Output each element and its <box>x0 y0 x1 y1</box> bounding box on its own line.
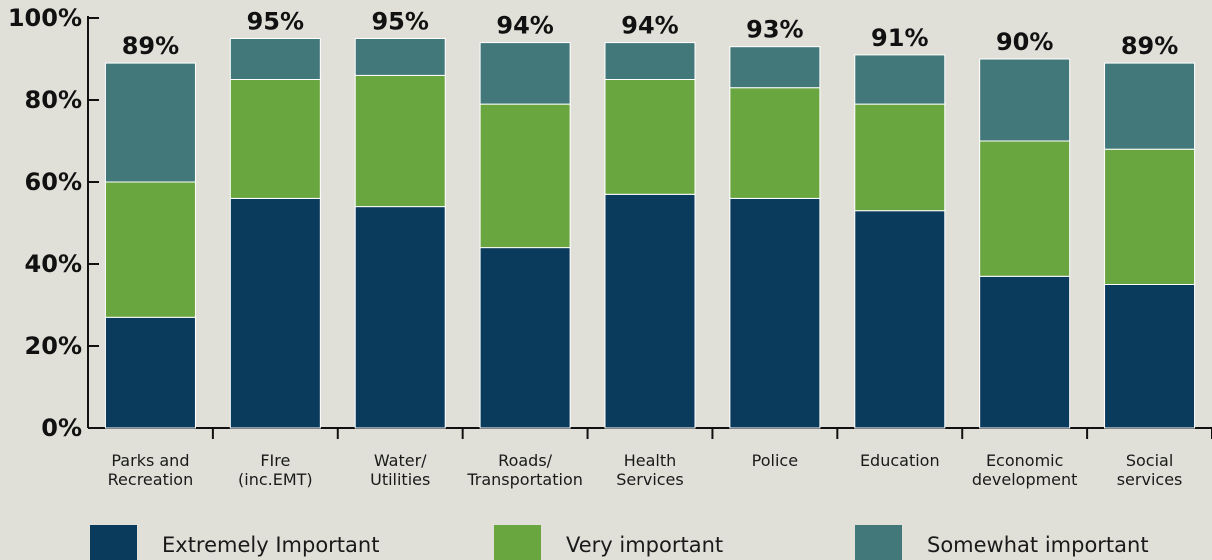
bar-segment-somewhat <box>354 38 446 76</box>
bar-segment-somewhat <box>854 54 946 105</box>
category-label: Transportation <box>466 470 583 489</box>
legend-swatch <box>90 525 137 560</box>
y-tick-label: 80% <box>25 86 82 114</box>
category-label: Education <box>860 451 940 470</box>
category-label: Services <box>616 470 683 489</box>
y-tick-label: 100% <box>8 4 82 32</box>
category-label: Health <box>624 451 677 470</box>
y-axis: 0% 20% 40% 60% 80% 100% <box>8 4 99 442</box>
total-label: 95% <box>247 8 304 36</box>
category-label: Recreation <box>108 470 194 489</box>
total-label: 94% <box>496 12 553 40</box>
bar-segment-extremely <box>229 197 321 429</box>
bar-segment-somewhat <box>1104 62 1196 150</box>
y-tick-label: 20% <box>25 332 82 360</box>
bar-segment-extremely <box>354 206 446 429</box>
bar-segment-somewhat <box>479 42 571 105</box>
category-label: (inc.EMT) <box>238 470 313 489</box>
category-label: Social <box>1126 451 1173 470</box>
total-label: 89% <box>1121 32 1178 60</box>
category-label: Roads/ <box>498 451 552 470</box>
category-label: Water/ <box>374 451 427 470</box>
bar-segment-very <box>729 87 821 199</box>
category-label: Police <box>752 451 798 470</box>
category-label: Utilities <box>370 470 430 489</box>
bar-segment-extremely <box>854 210 946 429</box>
category-label: development <box>972 470 1078 489</box>
legend: Extremely Important Very important Somewha… <box>90 525 1149 560</box>
total-label: 91% <box>871 24 928 52</box>
total-label: 93% <box>746 16 803 44</box>
legend-swatch <box>494 525 541 560</box>
bar-segment-somewhat <box>604 42 696 80</box>
bar-segment-extremely <box>104 316 196 429</box>
y-tick-label: 60% <box>25 168 82 196</box>
bar-segment-very <box>104 181 196 318</box>
total-label: 89% <box>122 32 179 60</box>
total-label: 95% <box>371 8 428 36</box>
bar-segment-somewhat <box>104 62 196 183</box>
bar-segment-extremely <box>1104 284 1196 429</box>
total-label: 90% <box>996 28 1053 56</box>
bar-segment-very <box>354 74 446 208</box>
bar-segment-very <box>979 140 1071 277</box>
category-label: FIre <box>260 451 290 470</box>
legend-label: Extremely Important <box>162 533 379 557</box>
bars <box>104 38 1196 429</box>
category-label: Economic <box>986 451 1063 470</box>
bar-segment-very <box>229 79 321 199</box>
bar-segment-very <box>854 103 946 212</box>
bar-segment-extremely <box>604 193 696 429</box>
bar-segment-somewhat <box>229 38 321 80</box>
bar-segment-very <box>479 103 571 249</box>
category-label: services <box>1117 470 1183 489</box>
bar-segment-somewhat <box>979 58 1071 142</box>
legend-swatch <box>855 525 902 560</box>
y-tick-label: 0% <box>41 414 82 442</box>
bar-segment-very <box>1104 148 1196 285</box>
bar-segment-somewhat <box>729 46 821 89</box>
bar-segment-extremely <box>729 197 821 429</box>
category-label: Parks and <box>111 451 189 470</box>
y-tick-label: 40% <box>25 250 82 278</box>
total-labels: 89% 95% 95% 94% 94% 93% 91% 90% 89% <box>122 8 1179 61</box>
bar-segment-extremely <box>979 275 1071 429</box>
bar-segment-extremely <box>479 247 571 429</box>
legend-label: Very important <box>566 533 723 557</box>
bar-segment-very <box>604 79 696 195</box>
x-axis <box>88 427 1212 439</box>
legend-label: Somewhat important <box>927 533 1149 557</box>
total-label: 94% <box>621 12 678 40</box>
